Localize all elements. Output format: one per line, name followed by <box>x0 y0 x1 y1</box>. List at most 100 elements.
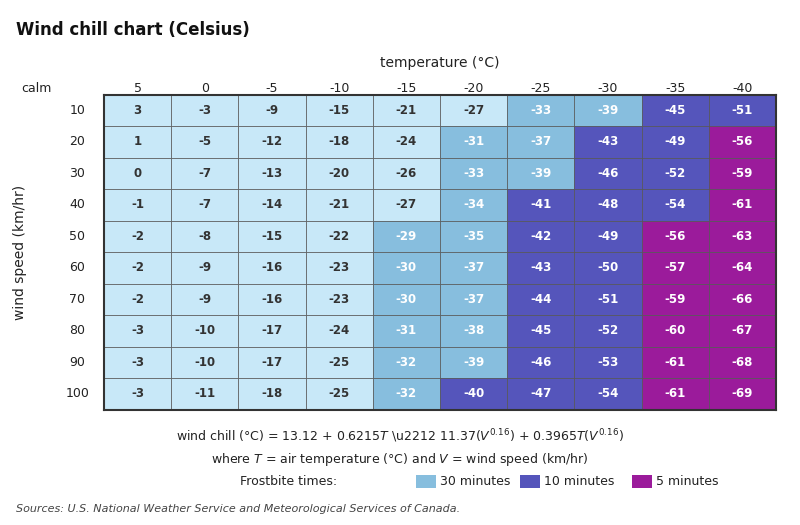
Bar <box>171 94 238 126</box>
Bar <box>507 346 574 378</box>
Text: 20: 20 <box>69 135 85 148</box>
Bar <box>306 252 373 284</box>
Text: -29: -29 <box>396 230 417 243</box>
Bar <box>373 220 440 252</box>
Bar <box>440 220 507 252</box>
Bar <box>574 346 642 378</box>
Text: -54: -54 <box>598 387 618 400</box>
Text: -31: -31 <box>396 324 417 337</box>
Bar <box>507 378 574 410</box>
Bar <box>574 220 642 252</box>
Bar <box>574 315 642 346</box>
Text: -25: -25 <box>329 387 350 400</box>
Text: -10: -10 <box>194 324 215 337</box>
Bar <box>171 220 238 252</box>
Text: -46: -46 <box>530 356 551 369</box>
Bar <box>574 284 642 315</box>
Text: -7: -7 <box>198 198 211 211</box>
Text: -3: -3 <box>198 104 211 117</box>
Text: -61: -61 <box>665 356 686 369</box>
Bar <box>642 94 709 126</box>
Bar <box>709 126 776 158</box>
Bar <box>642 252 709 284</box>
Bar <box>238 378 306 410</box>
Text: -39: -39 <box>463 356 484 369</box>
Text: 0: 0 <box>201 82 209 94</box>
Text: -2: -2 <box>131 293 144 306</box>
Bar <box>373 284 440 315</box>
Bar <box>104 284 171 315</box>
Text: -17: -17 <box>262 324 282 337</box>
Bar <box>104 94 171 126</box>
Text: -41: -41 <box>530 198 551 211</box>
Bar <box>306 220 373 252</box>
Bar <box>440 378 507 410</box>
Text: -9: -9 <box>198 261 211 274</box>
Text: Frostbite times:: Frostbite times: <box>240 475 337 488</box>
Text: 30 minutes: 30 minutes <box>440 475 510 488</box>
Text: -45: -45 <box>530 324 551 337</box>
Bar <box>574 94 642 126</box>
Bar <box>440 346 507 378</box>
Text: -60: -60 <box>665 324 686 337</box>
Text: -5: -5 <box>266 82 278 94</box>
Text: -3: -3 <box>131 324 144 337</box>
Text: -51: -51 <box>732 104 753 117</box>
Text: -37: -37 <box>463 261 484 274</box>
Text: -24: -24 <box>329 324 350 337</box>
Bar <box>440 158 507 189</box>
Text: -51: -51 <box>598 293 618 306</box>
Text: -25: -25 <box>530 82 551 94</box>
Bar <box>642 220 709 252</box>
Bar <box>440 315 507 346</box>
Bar <box>574 189 642 220</box>
Text: 10: 10 <box>69 104 85 117</box>
Text: -37: -37 <box>463 293 484 306</box>
Text: -46: -46 <box>598 167 618 180</box>
Text: -43: -43 <box>598 135 618 148</box>
Text: -16: -16 <box>262 293 282 306</box>
Text: 5: 5 <box>134 82 142 94</box>
Text: -27: -27 <box>396 198 417 211</box>
Bar <box>642 378 709 410</box>
Text: -5: -5 <box>198 135 211 148</box>
Text: -38: -38 <box>463 324 484 337</box>
Text: -61: -61 <box>732 198 753 211</box>
Text: -40: -40 <box>463 387 484 400</box>
Text: -63: -63 <box>732 230 753 243</box>
Text: -13: -13 <box>262 167 282 180</box>
Text: -23: -23 <box>329 293 350 306</box>
Text: 90: 90 <box>69 356 85 369</box>
Text: -17: -17 <box>262 356 282 369</box>
Text: -14: -14 <box>262 198 282 211</box>
Text: -18: -18 <box>262 387 282 400</box>
Text: -8: -8 <box>198 230 211 243</box>
Bar <box>104 126 171 158</box>
Text: -56: -56 <box>732 135 753 148</box>
Text: 60: 60 <box>69 261 85 274</box>
Text: 80: 80 <box>69 324 85 337</box>
Bar <box>574 378 642 410</box>
Text: -3: -3 <box>131 356 144 369</box>
Text: -32: -32 <box>396 356 417 369</box>
Text: -56: -56 <box>665 230 686 243</box>
Bar <box>306 126 373 158</box>
Text: -21: -21 <box>396 104 417 117</box>
Text: -68: -68 <box>732 356 753 369</box>
Text: -7: -7 <box>198 167 211 180</box>
Text: -2: -2 <box>131 261 144 274</box>
Bar <box>306 94 373 126</box>
Bar <box>373 346 440 378</box>
Text: where $T$ = air temperature ($\degree$C) and $V$ = wind speed (km/hr): where $T$ = air temperature ($\degree$C)… <box>211 452 589 468</box>
Text: -35: -35 <box>463 230 484 243</box>
Text: Wind chill chart (Celsius): Wind chill chart (Celsius) <box>16 21 250 39</box>
Bar <box>440 284 507 315</box>
Text: -23: -23 <box>329 261 350 274</box>
Bar <box>238 94 306 126</box>
Text: wind chill ($\degree$C) = 13.12 + 0.6215$T$ \u2212 11.37($V^{0.16}$) + 0.3965$T$: wind chill ($\degree$C) = 13.12 + 0.6215… <box>176 428 624 446</box>
Text: -26: -26 <box>396 167 417 180</box>
Text: -34: -34 <box>463 198 484 211</box>
Text: -39: -39 <box>598 104 618 117</box>
Text: -49: -49 <box>665 135 686 148</box>
Bar <box>171 158 238 189</box>
